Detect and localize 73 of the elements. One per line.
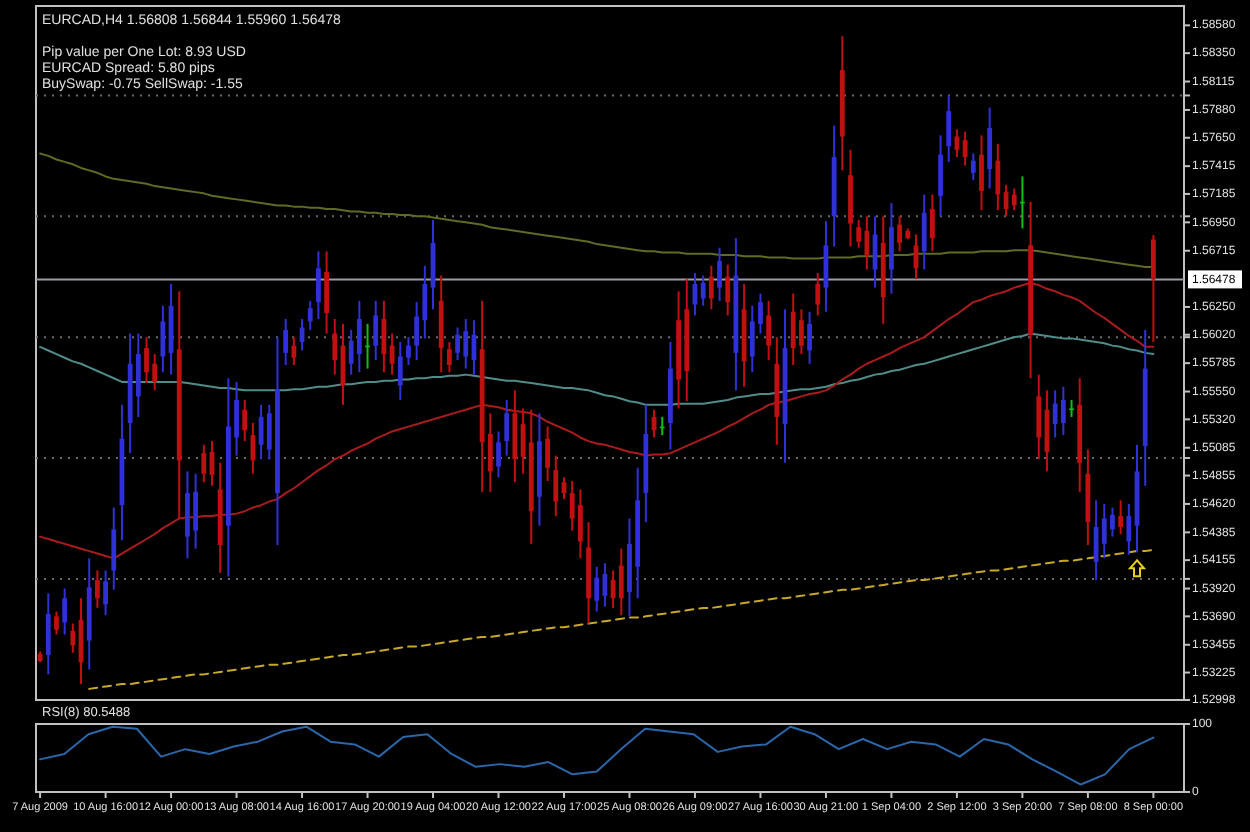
candlestick [70, 622, 76, 654]
candlestick [446, 341, 452, 374]
candlestick [258, 403, 264, 461]
line-series [39, 725, 1155, 786]
candlestick [790, 292, 796, 366]
candlestick [1052, 389, 1058, 439]
candlestick [1060, 385, 1066, 437]
candlestick [807, 310, 812, 365]
candlestick [938, 134, 943, 218]
candlestick [193, 472, 199, 550]
candlestick [553, 454, 559, 518]
candlestick [111, 506, 117, 591]
candlestick [455, 326, 460, 362]
candlestick [45, 592, 51, 676]
candlestick [332, 318, 338, 376]
candlestick [864, 215, 870, 271]
candlestick [995, 142, 1001, 212]
candlestick [717, 246, 722, 302]
candlestick [152, 353, 158, 392]
candlestick [291, 336, 297, 366]
candlestick [921, 193, 927, 271]
candlestick [749, 304, 755, 374]
candlestick [725, 263, 731, 317]
candlestick [324, 250, 329, 335]
candlestick [1118, 499, 1124, 536]
candlestick [54, 610, 59, 636]
candlestick [438, 274, 444, 374]
candlestick [422, 264, 428, 340]
candlestick [373, 299, 379, 362]
candlestick [889, 202, 894, 295]
candlestick [397, 341, 403, 402]
candlestick [929, 193, 935, 253]
candlestick [1101, 502, 1107, 560]
candlestick [708, 264, 714, 311]
candlestick [1126, 502, 1132, 556]
candlestick [94, 569, 100, 609]
candlestick [201, 443, 207, 484]
candlestick [962, 130, 968, 167]
candlestick [545, 425, 551, 482]
candlestick [504, 399, 510, 457]
candlestick [1110, 506, 1115, 538]
candlestick [1011, 187, 1017, 212]
candlestick [897, 215, 903, 253]
candlestick [496, 430, 501, 479]
candlestick [610, 569, 616, 609]
candlestick [103, 569, 108, 617]
candlestick [987, 106, 993, 190]
candlestick [1036, 373, 1042, 461]
candlestick [316, 250, 321, 321]
line-series [39, 332, 1155, 406]
candlestick [160, 304, 166, 374]
candlestick [135, 332, 141, 418]
candlestick [242, 399, 248, 443]
candlestick [512, 389, 518, 484]
candlestick [577, 488, 583, 560]
candlestick [946, 94, 952, 163]
candlestick [856, 218, 862, 249]
candlestick [144, 336, 149, 385]
candlestick [618, 547, 624, 617]
candlestick [307, 299, 313, 331]
candlestick [798, 308, 804, 356]
candlestick [356, 299, 362, 374]
candlestick [970, 152, 976, 182]
candlestick [979, 134, 984, 212]
candlestick [700, 274, 706, 307]
candlestick [283, 318, 289, 366]
candlestick [815, 272, 821, 317]
candlestick [766, 299, 772, 362]
candlestick [594, 565, 600, 613]
candlestick [463, 318, 469, 370]
candlestick [62, 587, 68, 636]
candlestick [1150, 234, 1156, 343]
candlestick [185, 470, 190, 560]
